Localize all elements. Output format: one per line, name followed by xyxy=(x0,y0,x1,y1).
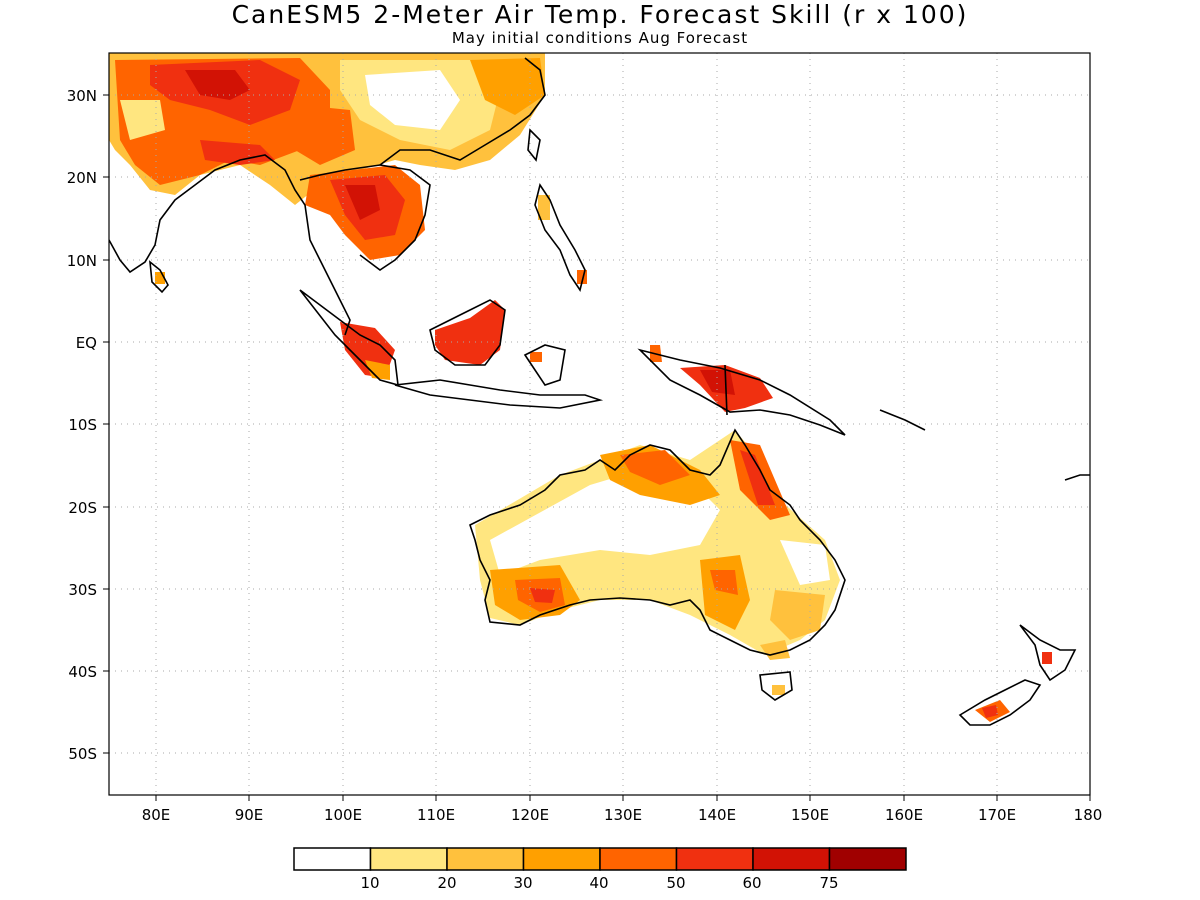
latitude-labels: 30N 20N 10N EQ 10S 20S 30S 40S 50S xyxy=(67,87,97,763)
lon-label-140e: 140E xyxy=(698,806,736,824)
map-subtitle: May initial conditions Aug Forecast xyxy=(451,29,749,47)
lon-label-130e: 130E xyxy=(604,806,642,824)
lat-label-10n: 10N xyxy=(67,252,97,270)
colorbar-label-10: 10 xyxy=(360,874,379,892)
lon-label-170e: 170E xyxy=(978,806,1016,824)
colorbar-label-40: 40 xyxy=(589,874,608,892)
lat-label-40s: 40S xyxy=(68,663,97,681)
lon-label-120e: 120E xyxy=(511,806,549,824)
graticule xyxy=(109,53,1090,795)
colorbar-box xyxy=(446,847,525,871)
colorbar-labels: 10 20 30 40 50 60 75 xyxy=(360,874,838,892)
lat-label-eq: EQ xyxy=(76,334,97,352)
colorbar-box xyxy=(828,847,907,871)
map-title: CanESM5 2-Meter Air Temp. Forecast Skill… xyxy=(231,0,969,29)
axis-ticks xyxy=(103,94,1091,801)
lat-label-20n: 20N xyxy=(67,169,97,187)
colorbar-box xyxy=(599,847,678,871)
lon-label-80e: 80E xyxy=(142,806,171,824)
skill-field xyxy=(109,53,1052,722)
lon-label-180: 180 xyxy=(1074,806,1103,824)
lon-label-110e: 110E xyxy=(417,806,455,824)
lon-label-90e: 90E xyxy=(235,806,264,824)
lat-label-30s: 30S xyxy=(68,581,97,599)
lon-label-100e: 100E xyxy=(324,806,362,824)
lat-label-20s: 20S xyxy=(68,499,97,517)
patch-indochina xyxy=(155,165,587,284)
colorbar xyxy=(293,847,907,871)
longitude-labels: 80E 90E 100E 110E 120E 130E 140E 150E 16… xyxy=(142,806,1103,824)
colorbar-label-75: 75 xyxy=(819,874,838,892)
colorbar-label-20: 20 xyxy=(437,874,456,892)
colorbar-box xyxy=(522,847,601,871)
colorbar-box xyxy=(752,847,831,871)
patch-new-zealand xyxy=(975,652,1052,722)
lat-label-30n: 30N xyxy=(67,87,97,105)
colorbar-box xyxy=(293,847,372,871)
lat-label-10s: 10S xyxy=(68,416,97,434)
patch-australia xyxy=(475,430,840,695)
lat-label-50s: 50S xyxy=(68,745,97,763)
colorbar-box xyxy=(369,847,448,871)
colorbar-label-30: 30 xyxy=(513,874,532,892)
colorbar-label-60: 60 xyxy=(742,874,761,892)
lon-label-160e: 160E xyxy=(885,806,923,824)
lon-label-150e: 150E xyxy=(791,806,829,824)
colorbar-label-50: 50 xyxy=(666,874,685,892)
coastlines xyxy=(109,57,1090,726)
colorbar-box xyxy=(675,847,754,871)
